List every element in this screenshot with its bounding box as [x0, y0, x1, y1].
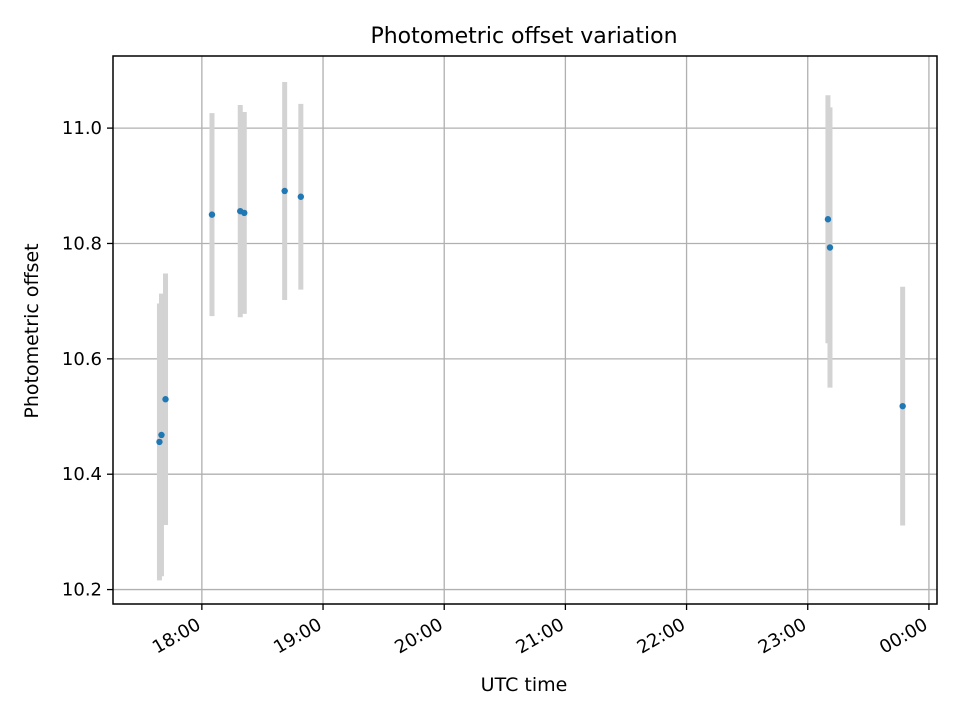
data-point — [158, 431, 165, 439]
y-tick-label: 10.4 — [62, 464, 102, 485]
data-point — [899, 402, 906, 410]
y-tick-label: 10.2 — [62, 580, 102, 601]
x-axis-label: UTC time — [481, 674, 568, 696]
data-point — [826, 244, 834, 251]
data-point — [156, 438, 163, 446]
data-point — [162, 396, 169, 403]
data-point — [241, 209, 248, 217]
data-point — [208, 211, 216, 218]
y-axis-label: Photometric offset — [21, 243, 43, 418]
data-points — [156, 187, 906, 446]
data-point — [824, 216, 832, 223]
plot-frame — [112, 55, 938, 605]
data-point — [297, 193, 305, 200]
chart-title: Photometric offset variation — [370, 24, 677, 49]
y-tick-label: 10.8 — [62, 233, 102, 254]
y-axis-ticks: 10.2 10.4 10.6 10.8 11.0 — [62, 118, 113, 601]
y-tick-label: 11.0 — [62, 118, 102, 139]
y-tick-label: 10.6 — [62, 349, 102, 370]
grid — [113, 56, 937, 604]
data-point — [281, 187, 288, 195]
